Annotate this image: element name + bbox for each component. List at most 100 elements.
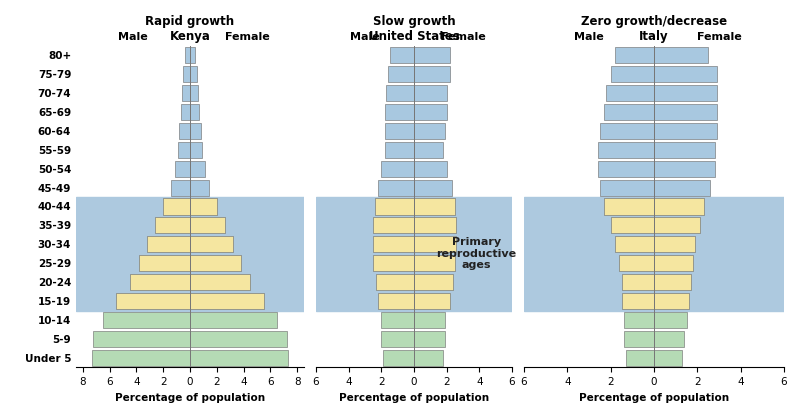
Bar (190, 123, 201, 139)
Bar (147, 236, 190, 252)
Bar (654, 161, 714, 177)
Bar (385, 123, 414, 139)
X-axis label: Percentage of population: Percentage of population (115, 393, 265, 403)
Bar (414, 47, 450, 63)
Text: Male: Male (350, 32, 380, 42)
Bar (76, 197, 304, 310)
Bar (382, 161, 414, 177)
Bar (390, 47, 414, 63)
Bar (130, 274, 190, 290)
Bar (385, 142, 414, 158)
Bar (190, 350, 288, 366)
Bar (414, 217, 457, 233)
Bar (190, 161, 205, 177)
Bar (388, 66, 414, 82)
Bar (600, 123, 654, 139)
Bar (654, 217, 699, 233)
Bar (624, 331, 654, 347)
Bar (414, 66, 450, 82)
Bar (600, 180, 654, 195)
Bar (316, 197, 512, 310)
Bar (414, 198, 455, 215)
Bar (654, 293, 689, 309)
Bar (654, 255, 693, 271)
Bar (378, 180, 414, 195)
Text: Male: Male (118, 32, 148, 42)
Bar (185, 47, 190, 63)
Bar (622, 274, 654, 290)
Bar (377, 274, 414, 290)
Bar (414, 331, 445, 347)
Bar (190, 293, 264, 309)
Bar (378, 293, 414, 309)
Bar (190, 331, 286, 347)
Title: Slow growth
United States: Slow growth United States (369, 15, 459, 43)
Bar (414, 350, 443, 366)
Bar (183, 66, 190, 82)
Bar (604, 104, 654, 120)
Bar (414, 142, 443, 158)
Bar (373, 217, 414, 233)
Bar (171, 180, 190, 195)
Bar (414, 236, 457, 252)
Bar (414, 274, 453, 290)
Bar (382, 331, 414, 347)
Bar (654, 331, 684, 347)
Bar (190, 142, 202, 158)
Bar (654, 350, 682, 366)
Bar (615, 47, 654, 63)
Bar (414, 180, 451, 195)
Text: Female: Female (697, 32, 742, 42)
Bar (654, 312, 686, 328)
Bar (604, 198, 654, 215)
Bar (524, 197, 784, 310)
Bar (654, 123, 717, 139)
Bar (654, 180, 710, 195)
Bar (373, 236, 414, 252)
Bar (598, 142, 654, 158)
Bar (103, 312, 190, 328)
Bar (606, 85, 654, 101)
Bar (414, 293, 450, 309)
Text: Female: Female (225, 32, 270, 42)
Bar (654, 274, 691, 290)
X-axis label: Percentage of population: Percentage of population (579, 393, 729, 403)
Bar (190, 274, 250, 290)
Bar (92, 350, 190, 366)
Bar (654, 198, 704, 215)
Bar (374, 198, 414, 215)
Bar (622, 293, 654, 309)
Bar (414, 161, 446, 177)
Bar (610, 66, 654, 82)
Bar (94, 331, 190, 347)
Bar (414, 255, 455, 271)
X-axis label: Percentage of population: Percentage of population (339, 393, 489, 403)
Bar (654, 66, 717, 82)
Bar (610, 217, 654, 233)
Bar (190, 180, 209, 195)
Bar (626, 350, 654, 366)
Text: Female: Female (441, 32, 486, 42)
Bar (190, 85, 198, 101)
Title: Zero growth/decrease
Italy: Zero growth/decrease Italy (581, 15, 727, 43)
Bar (619, 255, 654, 271)
Bar (190, 66, 197, 82)
Bar (414, 104, 446, 120)
Bar (414, 85, 446, 101)
Bar (190, 217, 225, 233)
Bar (163, 198, 190, 215)
Bar (654, 47, 708, 63)
Bar (190, 312, 277, 328)
Bar (414, 123, 445, 139)
Bar (182, 85, 190, 101)
Bar (373, 255, 414, 271)
Bar (181, 104, 190, 120)
Bar (654, 142, 714, 158)
Bar (654, 104, 717, 120)
Bar (190, 198, 217, 215)
Bar (414, 312, 445, 328)
Bar (116, 293, 190, 309)
Bar (598, 161, 654, 177)
Bar (615, 236, 654, 252)
Bar (654, 85, 717, 101)
